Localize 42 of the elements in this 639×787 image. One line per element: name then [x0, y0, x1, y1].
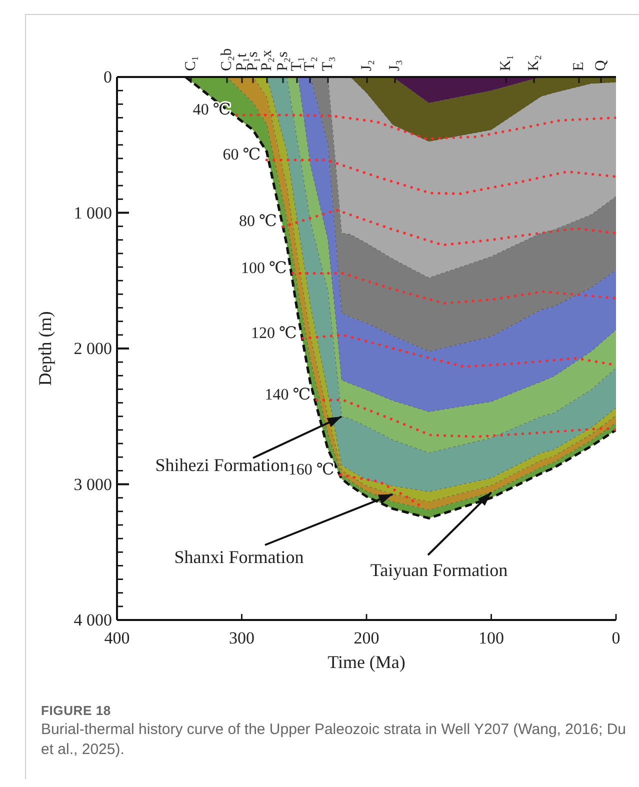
- y-tick-label: 2 000: [74, 339, 112, 358]
- y-tick-label: 3 000: [74, 474, 112, 494]
- text: Burial-thermal history curve of the Upper Paleozoic strata in Well Y207 (Wang, 2016; Du et al., 2025).: [41, 720, 627, 760]
- text: P₂s: [275, 51, 291, 71]
- text: C₂b: [219, 48, 235, 71]
- text: T₃: [320, 56, 336, 71]
- line-series: [292, 272, 616, 305]
- y-tick-label: 4 000: [74, 610, 112, 630]
- series-label: 40 ℃: [192, 102, 231, 119]
- series-label: 100 ℃: [240, 260, 287, 277]
- text: J₂: [359, 60, 375, 71]
- series-label: 80 ℃: [239, 213, 277, 230]
- annotation: Taiyuan Formation: [370, 560, 508, 580]
- annotation: Shihezi Formation: [155, 455, 289, 475]
- line-series: [265, 158, 616, 196]
- y-axis-title: Depth (m): [35, 311, 55, 386]
- x-tick-label: 100: [478, 628, 504, 648]
- text: FIGURE 18: [41, 703, 112, 718]
- series-label: 60 ℃: [222, 146, 261, 164]
- text: E: [571, 62, 587, 71]
- text: J₃: [387, 60, 403, 71]
- x-tick-label: 400: [104, 628, 130, 648]
- text: K₁: [498, 54, 514, 71]
- line-series: [235, 114, 616, 140]
- annotation: Shanxi Formation: [174, 547, 304, 567]
- x-tick-label: 0: [612, 628, 620, 648]
- x-axis-title: Time (Ma): [328, 652, 406, 672]
- text: Q: [593, 60, 609, 71]
- text: T₁: [289, 56, 305, 71]
- x-tick-label: 200: [354, 628, 380, 648]
- series-label: 120 ℃: [250, 324, 297, 342]
- series-label: 140 ℃: [264, 386, 311, 404]
- x-tick-label: 300: [229, 628, 254, 648]
- text: C₁: [183, 56, 199, 71]
- text: P₂x: [259, 49, 275, 71]
- line-series: [282, 208, 616, 246]
- text: K₂: [526, 54, 542, 71]
- y-tick-label: 1 000: [74, 203, 112, 222]
- y-tick-label: 0: [104, 68, 112, 86]
- text: P₁t: [234, 52, 250, 71]
- series-label: 160 ℃: [288, 462, 334, 479]
- line-series: [315, 398, 616, 438]
